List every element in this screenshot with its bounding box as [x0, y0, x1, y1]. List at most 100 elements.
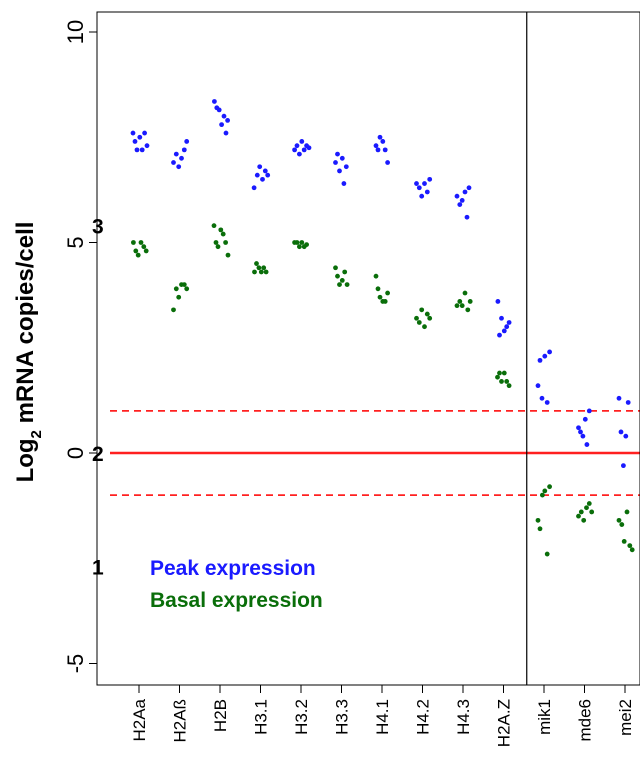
basal-point — [304, 242, 309, 248]
peak-point — [254, 172, 260, 178]
peak-point — [618, 429, 624, 435]
peak-point — [144, 143, 150, 149]
basal-point — [627, 543, 633, 549]
x-tick-label: H2A.Z — [495, 699, 514, 747]
basal-point — [542, 488, 548, 494]
peak-point — [142, 130, 148, 136]
basal-point — [254, 261, 259, 266]
basal-point — [342, 269, 348, 275]
x-tick-label: H4.2 — [414, 699, 433, 735]
basal-point — [581, 517, 587, 523]
basal-point — [621, 539, 627, 544]
peak-point — [297, 151, 302, 157]
peak-point — [171, 160, 176, 165]
peak-point — [382, 147, 388, 153]
peak-point — [535, 383, 541, 389]
basal-point — [181, 282, 187, 287]
peak-point — [292, 147, 297, 153]
peak-point — [221, 113, 227, 119]
y-tick-label: -5 — [63, 654, 88, 674]
basal-point — [586, 501, 592, 506]
basal-point — [252, 269, 257, 275]
basal-point — [457, 299, 463, 304]
peak-point — [335, 151, 340, 157]
x-tick-label: H4.3 — [454, 699, 473, 735]
basal-point — [422, 324, 427, 330]
reference-lines — [110, 409, 640, 497]
peak-point — [616, 395, 622, 401]
peak-point — [584, 442, 590, 447]
peak-point — [176, 164, 182, 170]
peak-point — [251, 185, 257, 191]
basal-point — [419, 307, 425, 313]
peak-point — [416, 185, 422, 191]
basal-point — [213, 240, 219, 245]
peak-point — [454, 193, 460, 199]
basal-point — [427, 315, 433, 321]
basal-point — [385, 290, 390, 296]
peak-point — [547, 349, 552, 355]
peak-point — [337, 168, 342, 174]
basal-point — [256, 265, 262, 271]
peak-point — [184, 139, 190, 144]
peak-point — [625, 400, 631, 405]
peak-point — [260, 176, 265, 182]
basal-point — [462, 290, 468, 296]
peak-point — [464, 214, 470, 220]
peak-point — [339, 155, 345, 161]
basal-point — [223, 240, 229, 245]
region-label-3: 3 — [92, 216, 104, 239]
peak-point — [130, 130, 136, 136]
peak-point — [586, 408, 592, 414]
peak-point — [265, 172, 271, 178]
basal-point — [215, 244, 221, 250]
peak-point — [225, 118, 231, 123]
basal-point — [138, 240, 144, 245]
peak-point — [544, 400, 550, 405]
basal-point — [506, 383, 512, 389]
peak-point — [139, 147, 145, 153]
basal-point — [373, 273, 379, 279]
basal-point — [173, 286, 179, 292]
peak-point — [427, 176, 433, 182]
region-label-1: 1 — [92, 557, 104, 580]
peak-point — [580, 433, 586, 439]
peak-point — [377, 134, 383, 140]
x-axis-ticks: H2Aa H2Aß H2B H3.1 H3.2 H3.3 H4.1 H4.2 H4.3 H2A.Z… — [130, 685, 635, 747]
peak-point — [542, 353, 548, 359]
x-tick-label: H3.2 — [292, 699, 311, 735]
y-tick-label: 5 — [63, 236, 88, 248]
data-points — [130, 99, 635, 557]
peak-point — [419, 193, 425, 199]
y-axis-title: Log2 mRNA copies/cell — [12, 222, 45, 483]
x-tick-label: H2Aß — [171, 699, 190, 742]
basal-point — [497, 370, 502, 376]
basal-point — [218, 227, 224, 233]
basal-point — [337, 282, 342, 287]
basal-point — [176, 294, 182, 300]
peak-point — [333, 160, 338, 165]
basal-point — [578, 509, 584, 515]
basal-point — [584, 505, 589, 511]
peak-point — [137, 134, 143, 140]
peak-point — [306, 145, 312, 151]
peak-point — [343, 164, 349, 170]
basal-point — [547, 484, 552, 490]
y-tick-label: 0 — [63, 447, 88, 459]
basal-point — [143, 248, 149, 254]
plot-frame — [96, 11, 640, 686]
peak-point — [499, 315, 504, 321]
basal-point — [589, 509, 595, 515]
peak-point — [459, 198, 465, 203]
basal-point — [297, 244, 302, 250]
x-tick-label: H3.1 — [252, 699, 271, 735]
peak-point — [299, 139, 305, 144]
basal-point — [619, 522, 625, 527]
peak-point — [466, 185, 472, 191]
peak-point — [375, 147, 381, 153]
basal-point — [133, 248, 139, 254]
legend-peak-expression: Peak expression — [150, 557, 316, 580]
basal-point — [465, 307, 471, 313]
basal-point — [424, 311, 430, 317]
legend-basal-expression: Basal expression — [150, 589, 323, 612]
